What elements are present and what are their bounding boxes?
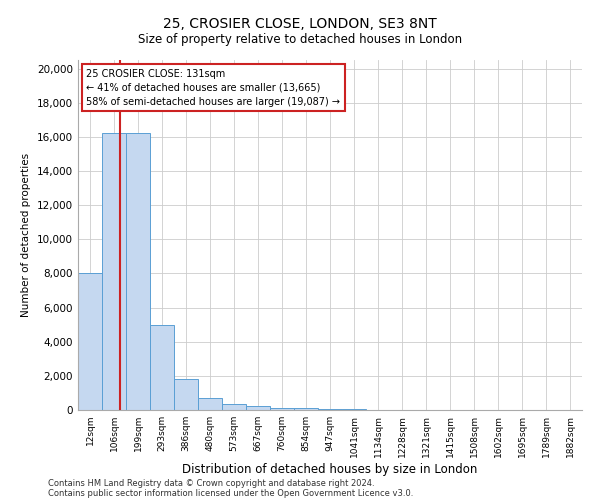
Text: 25, CROSIER CLOSE, LONDON, SE3 8NT: 25, CROSIER CLOSE, LONDON, SE3 8NT bbox=[163, 18, 437, 32]
Text: 25 CROSIER CLOSE: 131sqm
← 41% of detached houses are smaller (13,665)
58% of se: 25 CROSIER CLOSE: 131sqm ← 41% of detach… bbox=[86, 68, 340, 106]
Text: Contains public sector information licensed under the Open Government Licence v3: Contains public sector information licen… bbox=[48, 488, 413, 498]
Bar bbox=[174, 380, 198, 410]
Bar bbox=[222, 404, 246, 410]
Bar bbox=[318, 409, 342, 410]
Bar bbox=[150, 324, 174, 410]
Bar bbox=[270, 408, 294, 410]
Bar bbox=[102, 134, 126, 410]
Text: Contains HM Land Registry data © Crown copyright and database right 2024.: Contains HM Land Registry data © Crown c… bbox=[48, 478, 374, 488]
Bar bbox=[246, 406, 270, 410]
Text: Size of property relative to detached houses in London: Size of property relative to detached ho… bbox=[138, 32, 462, 46]
Bar bbox=[126, 134, 150, 410]
Bar bbox=[78, 274, 102, 410]
Bar bbox=[294, 408, 318, 410]
Bar bbox=[198, 398, 222, 410]
Y-axis label: Number of detached properties: Number of detached properties bbox=[22, 153, 31, 317]
X-axis label: Distribution of detached houses by size in London: Distribution of detached houses by size … bbox=[182, 462, 478, 475]
